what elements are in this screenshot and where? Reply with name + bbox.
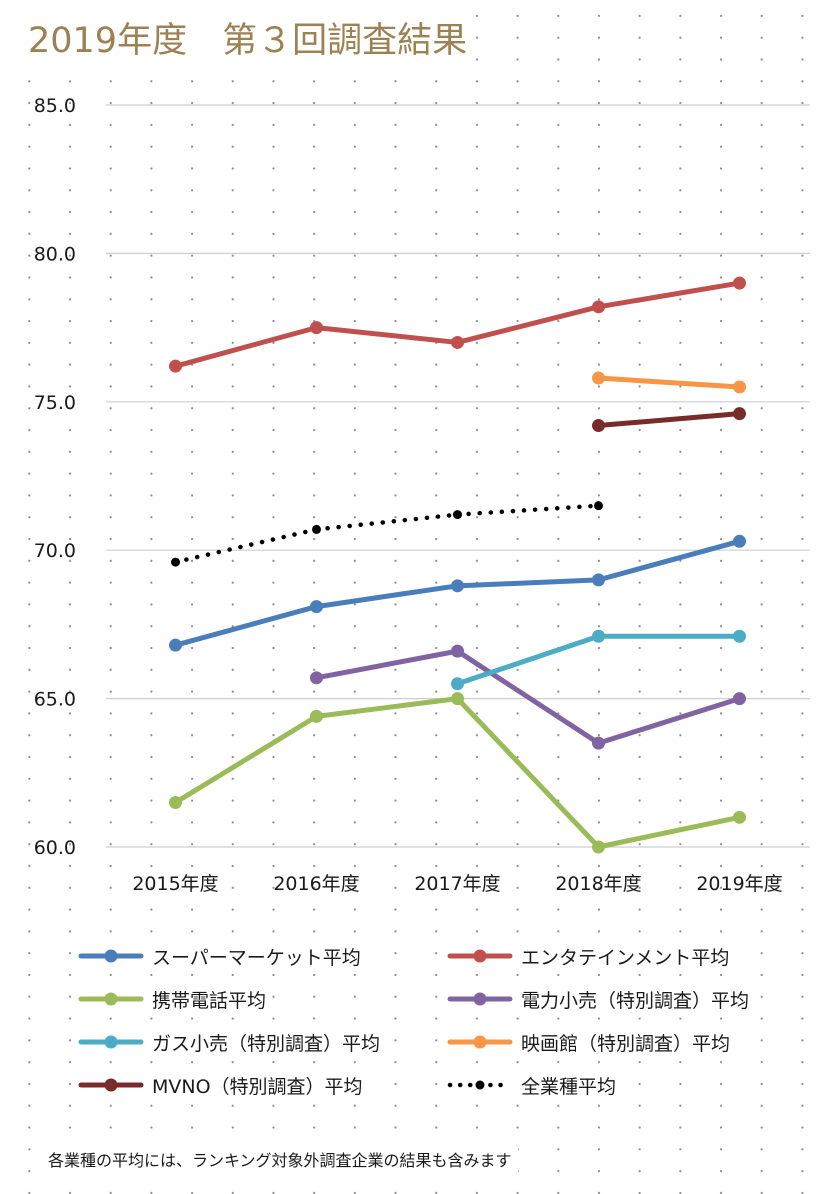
data-point	[451, 677, 464, 691]
data-point	[169, 638, 182, 652]
x-tick-label: 2018年度	[555, 873, 641, 895]
data-point	[310, 600, 323, 614]
legend-swatch	[447, 949, 513, 963]
legend-item: エンタテインメント平均	[447, 939, 736, 973]
series-line-segment	[596, 280, 742, 310]
legend-label: スーパーマーケット平均	[152, 946, 361, 969]
series-line-segment	[173, 527, 319, 565]
series-line-segment	[314, 512, 460, 532]
data-point	[733, 810, 746, 824]
legend-swatch	[78, 1078, 144, 1092]
legend-swatch	[447, 1080, 513, 1090]
series-1	[169, 276, 746, 373]
data-point	[453, 510, 462, 520]
legend-item: 映画館（特別調査）平均	[447, 1025, 737, 1059]
footnote: 各業種の平均には、ランキング対象外調査企業の結果も含みます	[42, 1145, 518, 1173]
legend-label: 全業種平均	[521, 1075, 617, 1098]
data-point	[733, 534, 746, 548]
legend-swatch	[447, 992, 513, 1006]
x-tick-label: 2015年度	[132, 873, 218, 895]
data-point	[733, 276, 746, 290]
data-point	[169, 359, 182, 373]
series-7	[171, 501, 603, 567]
series-4	[451, 629, 746, 691]
y-tick-label: 70.0	[34, 540, 76, 562]
series-3	[310, 644, 746, 750]
legend-label: 電力小売（特別調査）平均	[521, 989, 750, 1012]
series-line-segment	[314, 648, 460, 681]
data-point	[592, 736, 605, 750]
data-point	[592, 629, 605, 643]
series-line-segment	[314, 696, 460, 719]
legend-item: 携帯電話平均	[78, 982, 273, 1016]
series-line-segment	[173, 713, 319, 805]
series-line-segment	[596, 538, 742, 583]
series-line-segment	[173, 325, 319, 369]
y-tick-label: 60.0	[34, 837, 76, 859]
data-point	[592, 419, 605, 433]
legend-swatch	[78, 992, 144, 1006]
legend-item: 電力小売（特別調査）平均	[447, 982, 756, 1016]
x-tick-label: 2016年度	[273, 873, 359, 895]
series-0	[169, 534, 746, 652]
legend-item: 全業種平均	[447, 1068, 623, 1102]
data-point	[312, 524, 321, 534]
data-point	[451, 692, 464, 706]
y-tick-label: 65.0	[34, 689, 76, 711]
legend-swatch	[78, 949, 144, 963]
series-line-segment	[596, 814, 742, 850]
series-line-segment	[596, 411, 742, 429]
line-chart: 60.0 65.0 70.0 75.0 80.0 85.0 2015年度 2016年度 201…	[34, 95, 810, 895]
legend-label: 携帯電話平均	[152, 989, 267, 1012]
data-point	[592, 573, 605, 587]
series-line-segment	[596, 375, 742, 390]
x-tick-label: 2017年度	[414, 873, 500, 895]
data-point	[451, 579, 464, 593]
data-point	[310, 671, 323, 685]
y-tick-label: 75.0	[34, 392, 76, 414]
data-point	[733, 692, 746, 706]
series-line-segment	[455, 577, 601, 589]
chart-title: 2019年度 第３回調査結果	[28, 12, 476, 63]
series-line-segment	[596, 696, 742, 746]
data-point	[594, 501, 603, 511]
series-line-segment	[455, 633, 601, 687]
series-line-segment	[173, 604, 319, 648]
series-line-segment	[455, 304, 601, 345]
data-point	[310, 709, 323, 723]
data-point	[592, 840, 605, 854]
series-line-segment	[455, 696, 601, 850]
series-line-segment	[314, 325, 460, 345]
legend-label: エンタテインメント平均	[521, 946, 730, 969]
series-5	[592, 371, 746, 394]
legend-swatch	[447, 1035, 513, 1049]
data-point	[733, 629, 746, 643]
legend-item: ガス小売（特別調査）平均	[78, 1025, 387, 1059]
legend-label: ガス小売（特別調査）平均	[152, 1032, 381, 1055]
data-point	[171, 557, 180, 567]
series-2	[169, 692, 746, 854]
series-line-segment	[455, 503, 601, 517]
series-line-segment	[314, 583, 460, 610]
series-line-segment	[455, 648, 601, 746]
data-point	[169, 795, 182, 809]
y-tick-label: 80.0	[34, 243, 76, 265]
legend-label: 映画館（特別調査）平均	[521, 1032, 731, 1055]
y-tick-label: 85.0	[34, 95, 76, 117]
legend-item: MVNO（特別調査）平均	[78, 1068, 369, 1102]
legend-label: MVNO（特別調査）平均	[152, 1075, 363, 1098]
data-point	[451, 644, 464, 658]
legend-swatch	[78, 1035, 144, 1049]
data-point	[451, 335, 464, 349]
data-point	[592, 300, 605, 314]
data-point	[592, 371, 605, 385]
legend-item: スーパーマーケット平均	[78, 939, 367, 973]
data-point	[733, 407, 746, 421]
data-point	[310, 321, 323, 335]
data-point	[733, 380, 746, 394]
x-tick-label: 2019年度	[696, 873, 782, 895]
series-6	[592, 407, 746, 433]
